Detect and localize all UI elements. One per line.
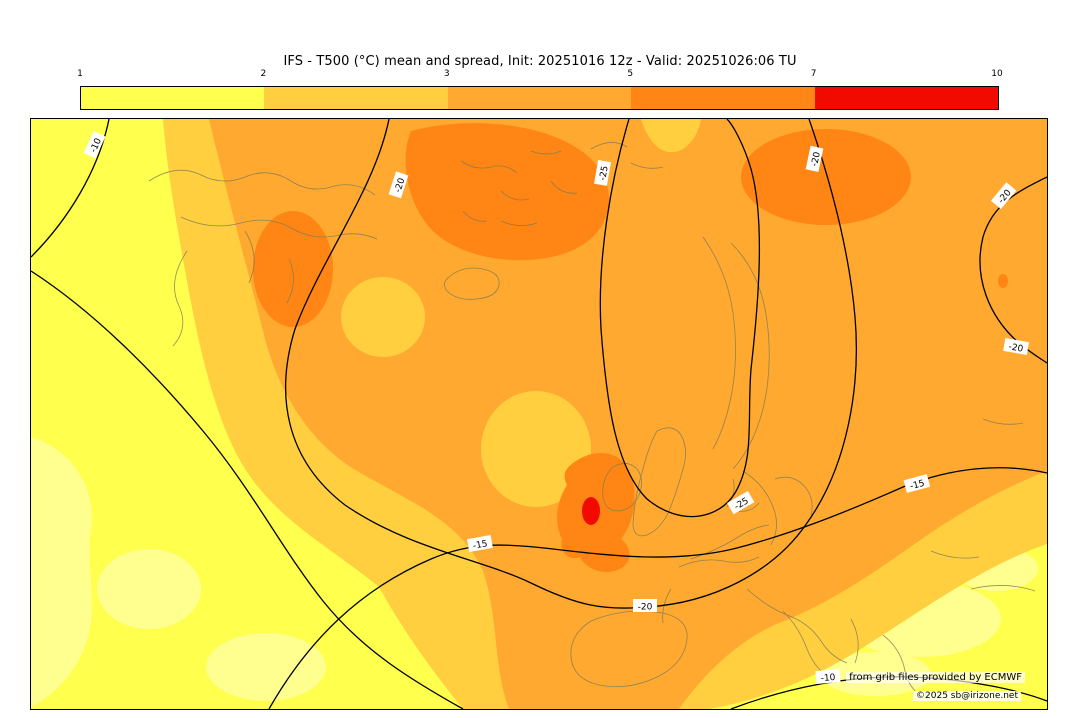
coastline-path (930, 418, 1036, 592)
coastline-path (632, 427, 686, 537)
svg-text:-15: -15 (472, 539, 488, 551)
colorbar (80, 86, 999, 110)
colorbar-segment-3-5 (447, 87, 632, 109)
contour-label-box (466, 535, 493, 552)
contour-label-box (815, 668, 841, 685)
contour-label-box (388, 171, 409, 199)
deep-orange-patch (741, 129, 911, 225)
contour-label-box (1003, 338, 1030, 355)
contour-labels: -10 -20 -20 -20 -25 -25 (83, 131, 1030, 685)
coastline-path (180, 216, 378, 240)
contour-label-box (727, 490, 755, 515)
contour-label-box (805, 145, 824, 172)
contour-line-left (31, 270, 464, 709)
svg-text:-20: -20 (810, 151, 823, 168)
contour-label: -20 (633, 599, 657, 613)
contour-line-minus25 (599, 119, 761, 518)
coastline-path (742, 470, 813, 546)
svg-text:-20: -20 (1008, 342, 1024, 354)
contour-label-box (83, 131, 106, 159)
credit-copyright: ©2025 sb@irizone.net (913, 691, 1021, 701)
coastline-path (702, 236, 736, 450)
coastline-path (570, 610, 688, 687)
coastline-path (444, 267, 500, 300)
colorbar-segment-7-10 (814, 87, 999, 109)
amber-patch (481, 391, 591, 507)
svg-text:-25: -25 (598, 165, 610, 181)
amber-patch (341, 277, 425, 357)
credit-provider: from grib files provided by ECMWF (846, 672, 1025, 683)
colorbar-segment-5-7 (631, 87, 815, 109)
deep-orange-patch (998, 274, 1008, 288)
light-patch (31, 437, 92, 707)
contour-label: -15 (466, 535, 493, 552)
deep-orange-patch (253, 211, 333, 327)
colorbar-tick-row: 1 2 3 5 7 10 (77, 69, 1003, 82)
light-patch (206, 633, 326, 701)
colorbar-tick: 5 (627, 69, 634, 79)
colorbar-tick: 3 (443, 69, 450, 79)
svg-text:-15: -15 (909, 479, 926, 492)
contour-label: -20 (805, 145, 824, 172)
svg-text:-20: -20 (638, 603, 653, 613)
spread-notch-top (641, 119, 701, 153)
chart-title: IFS - T500 (°C) mean and spread, Init: 2… (283, 54, 797, 69)
colorbar-tick: 7 (810, 69, 817, 79)
coastline-path (148, 169, 376, 196)
colorbar-tick: 10 (991, 69, 1003, 79)
colorbar-segment-1-2 (81, 87, 265, 109)
spread-texture-amber (341, 277, 591, 507)
coastline-path (172, 230, 294, 347)
colorbar-tick: 2 (260, 69, 267, 79)
coastline-path (460, 142, 664, 226)
spread-region-7-10 (582, 497, 600, 525)
contour-label-box (903, 474, 931, 493)
contour-label: -15 (903, 474, 931, 493)
contour-label-box (990, 182, 1017, 210)
contour-label-box (633, 599, 657, 612)
coastline-path (602, 463, 642, 512)
spread-region-3-5 (209, 119, 1047, 709)
contour-label: -20 (388, 171, 409, 199)
coastline-path (730, 242, 770, 470)
map-panel: -10 -20 -20 -20 -25 -25 (30, 118, 1048, 710)
contour-label: -20 (1003, 338, 1030, 355)
svg-text:-20: -20 (393, 177, 407, 194)
colorbar-tick: 1 (77, 69, 83, 79)
weather-map: -10 -20 -20 -20 -25 -25 (31, 119, 1047, 709)
contour-line-minus20 (285, 119, 857, 609)
contour-label: -10 (815, 668, 841, 685)
deep-orange-patch (405, 123, 610, 261)
light-patch (97, 549, 201, 629)
svg-text:-10: -10 (820, 673, 836, 684)
contour-label-box (594, 159, 611, 186)
colorbar-segment-2-3 (264, 87, 448, 109)
contour-label: -25 (594, 159, 611, 186)
